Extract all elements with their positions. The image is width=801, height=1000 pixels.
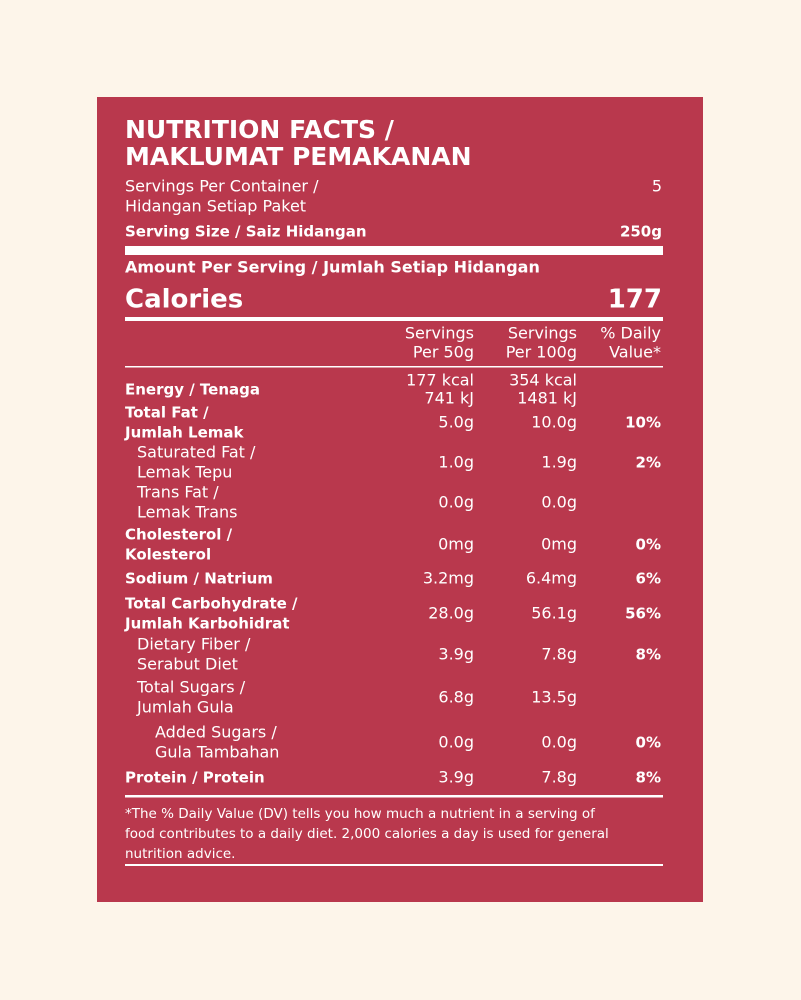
row-value: 0.0g <box>541 733 577 752</box>
row-label: Trans Fat / <box>136 483 219 502</box>
column-header: Value* <box>609 343 661 362</box>
row-label: Sodium / Natrium <box>125 570 273 588</box>
row-value: 3.2mg <box>423 569 474 588</box>
column-header: Servings <box>405 324 474 343</box>
row-daily-value: 0% <box>636 734 661 752</box>
rule-thin <box>125 795 663 798</box>
servings-label: Servings Per Container / <box>125 177 319 196</box>
calories-label: Calories <box>125 285 243 315</box>
servings-value: 5 <box>652 177 662 196</box>
row-value: 741 kJ <box>424 389 474 408</box>
row-label: Jumlah Karbohidrat <box>124 615 290 633</box>
amount-per-serving: Amount Per Serving / Jumlah Setiap Hidan… <box>125 258 540 277</box>
row-label: Cholesterol / <box>125 526 233 544</box>
serving-size-value: 250g <box>620 223 662 241</box>
column-header: Per 50g <box>413 343 474 362</box>
row-value: 28.0g <box>428 604 474 623</box>
row-label: Total Carbohydrate / <box>125 595 298 613</box>
row-label: Energy / Tenaga <box>125 381 260 399</box>
row-label: Total Sugars / <box>136 678 246 697</box>
row-value: 10.0g <box>531 413 577 432</box>
rule-thin <box>125 864 663 866</box>
row-label: Lemak Tepu <box>137 463 232 482</box>
row-label: Added Sugars / <box>155 723 277 742</box>
row-label: Serabut Diet <box>137 655 238 674</box>
row-value: 1.0g <box>438 453 474 472</box>
row-value: 0mg <box>438 535 474 554</box>
row-value: 0.0g <box>438 733 474 752</box>
rule-thick <box>125 246 663 255</box>
row-value: 177 kcal <box>406 371 474 390</box>
row-label: Kolesterol <box>125 546 211 564</box>
row-value: 1.9g <box>541 453 577 472</box>
calories-value: 177 <box>608 285 662 315</box>
row-label: Protein / Protein <box>125 769 265 787</box>
row-label: Dietary Fiber / <box>137 635 251 654</box>
row-value: 3.9g <box>438 768 474 787</box>
row-daily-value: 8% <box>636 646 661 664</box>
row-label: Jumlah Lemak <box>124 424 245 442</box>
footnote-line: nutrition advice. <box>125 846 235 862</box>
row-value: 0.0g <box>541 493 577 512</box>
row-label: Saturated Fat / <box>137 443 256 462</box>
row-value: 7.8g <box>541 768 577 787</box>
row-daily-value: 8% <box>636 769 661 787</box>
row-value: 6.8g <box>438 688 474 707</box>
row-label: Jumlah Gula <box>136 698 234 717</box>
title-line: MAKLUMAT PEMAKANAN <box>125 142 472 171</box>
label-panel <box>97 97 703 902</box>
row-value: 6.4mg <box>526 569 577 588</box>
footnote-line: food contributes to a daily diet. 2,000 … <box>125 826 609 842</box>
row-label: Total Fat / <box>125 404 209 422</box>
row-value: 0mg <box>541 535 577 554</box>
row-daily-value: 10% <box>625 414 661 432</box>
servings-label: Hidangan Setiap Paket <box>125 197 306 216</box>
row-value: 354 kcal <box>509 371 577 390</box>
row-value: 5.0g <box>438 413 474 432</box>
row-label: Gula Tambahan <box>155 743 279 762</box>
title-line: NUTRITION FACTS / <box>125 115 395 144</box>
row-value: 0.0g <box>438 493 474 512</box>
column-header: % Daily <box>600 324 661 343</box>
column-header: Servings <box>508 324 577 343</box>
row-value: 7.8g <box>541 645 577 664</box>
rule-medium <box>125 317 663 321</box>
row-value: 13.5g <box>531 688 577 707</box>
row-daily-value: 6% <box>636 570 661 588</box>
column-header: Per 100g <box>506 343 577 362</box>
row-value: 1481 kJ <box>517 389 577 408</box>
rule-thin <box>125 366 663 368</box>
row-daily-value: 2% <box>636 454 661 472</box>
row-value: 56.1g <box>531 604 577 623</box>
footnote-line: *The % Daily Value (DV) tells you how mu… <box>125 806 596 822</box>
serving-size-label: Serving Size / Saiz Hidangan <box>125 223 367 241</box>
row-daily-value: 0% <box>636 536 661 554</box>
row-value: 3.9g <box>438 645 474 664</box>
row-label: Lemak Trans <box>137 503 238 522</box>
row-daily-value: 56% <box>625 605 661 623</box>
